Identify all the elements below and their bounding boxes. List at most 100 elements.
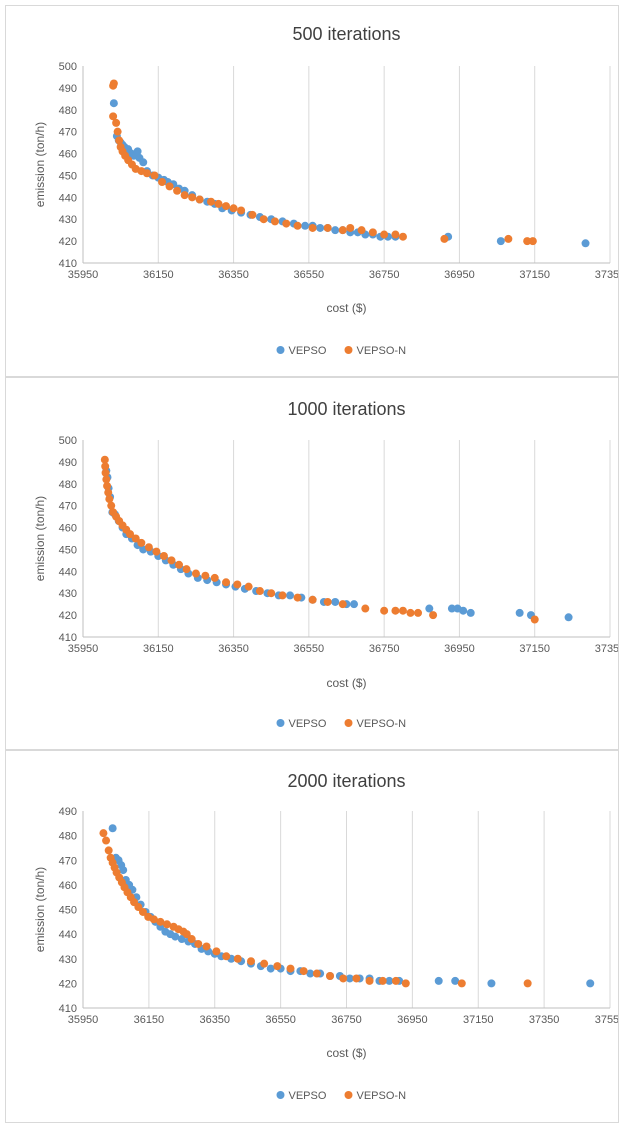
vepso-n-point [182,930,191,939]
vepso-point [306,969,315,978]
vepso-n-point [440,234,449,243]
vepso-n-point [346,223,355,232]
vepso-n-point [214,199,223,208]
y-tick-label: 500 [59,435,77,447]
vepso-n-point [398,232,407,241]
vepso-n-point [357,226,366,235]
vepso-n-point [368,228,377,237]
vepso-point [434,976,443,985]
vepso-n-point [158,178,167,187]
vepso-n-point [222,952,231,961]
x-tick-label: 36150 [143,643,174,655]
vepso-n-point [248,210,257,219]
y-tick-label: 420 [59,236,77,248]
y-axis-label: emission (ton/h) [33,122,47,207]
chart-title: 2000 iterations [287,771,405,791]
vepso-n-point [244,582,253,591]
vepso-n-point [109,112,118,121]
chart-panel-2000: 2000 iterations 35950 36150 36350 36550 36750… [5,750,619,1123]
vepso-point [451,976,460,985]
vepso-n-point [323,597,332,606]
vepso-n-point [530,615,539,624]
vepso-point [466,608,475,617]
vepso-n-point [149,915,158,924]
legend-marker [276,719,285,727]
vepso-point [108,824,117,833]
vepso-n-point [270,217,279,226]
y-tick-label: 460 [59,149,77,161]
chart-title: 1000 iterations [287,399,405,419]
x-tick-label: 36950 [397,1014,428,1026]
vepso-n-point [156,917,165,926]
vepso-n-point [173,186,182,195]
vepso-n-point [308,223,317,232]
y-tick-label: 430 [59,588,77,600]
vepso-n-point [202,942,211,951]
legend-label: VEPSO-N [357,1090,407,1102]
vepso-n-point [206,197,215,206]
x-tick-label: 37150 [463,1014,494,1026]
y-tick-label: 470 [59,127,77,139]
y-tick-label: 440 [59,192,77,204]
vepso-n-point [267,589,276,598]
vepso-point [109,99,118,108]
y-tick-label: 420 [59,610,77,622]
vepso-n-point [457,979,466,988]
y-tick-label: 410 [59,258,77,270]
x-tick-label: 36350 [218,269,249,281]
x-tick-label: 37150 [519,643,550,655]
x-tick-label: 37150 [519,269,550,281]
vepso-n-point [174,560,183,569]
x-axis-label: cost ($) [326,301,366,315]
y-tick-label: 490 [59,457,77,469]
vepso-n-point [308,595,317,604]
y-tick-label: 410 [59,632,77,644]
vepso-n-point [391,606,400,615]
x-tick-label: 35950 [68,269,99,281]
y-tick-label: 460 [59,880,77,892]
vepso-n-point [101,462,110,471]
vepso-n-point [126,530,135,539]
vepso-point [496,237,505,246]
y-tick-label: 420 [59,978,77,990]
vepso-n-point [152,547,161,556]
vepso-n-point [282,219,291,228]
x-tick-label: 36550 [294,643,325,655]
y-tick-label: 450 [59,170,77,182]
vepso-n-point [142,169,151,178]
vepso-n-point [523,979,532,988]
vepso-n-point [180,191,189,200]
vepso-n-point [246,957,255,966]
vepso-n-point [115,136,124,145]
vepso-n-point [233,580,242,589]
legend-marker [344,346,353,354]
y-tick-label: 450 [59,544,77,556]
vepso-n-point [102,836,111,845]
y-tick-label: 410 [59,1003,77,1015]
vepso-n-point [144,543,153,552]
vepso-n-point [150,171,159,180]
vepso-n-point [523,237,532,246]
legend-marker [276,1091,285,1099]
legend-label: VEPSO [289,1090,327,1102]
vepso-n-point [167,556,176,565]
series-vepso-n [99,829,532,988]
vepso-n-point [138,907,147,916]
vepso-n-point [195,195,204,204]
x-tick-label: 36950 [444,643,475,655]
vepso-n-point [312,969,321,978]
vepso-point [286,591,295,600]
x-tick-label: 35950 [68,643,99,655]
vepso-n-point [406,608,415,617]
vepso-n-point [159,552,168,561]
x-tick-label: 37350 [595,269,618,281]
vepso-point [350,600,359,609]
vepso-point [581,239,590,248]
vepso-point [301,221,310,230]
x-tick-label: 37350 [595,643,618,655]
vepso-n-point [105,495,114,504]
vepso-n-point [338,600,347,609]
vepso-point [564,613,573,622]
vepso-n-point [191,569,200,578]
vepso-point [139,158,148,167]
